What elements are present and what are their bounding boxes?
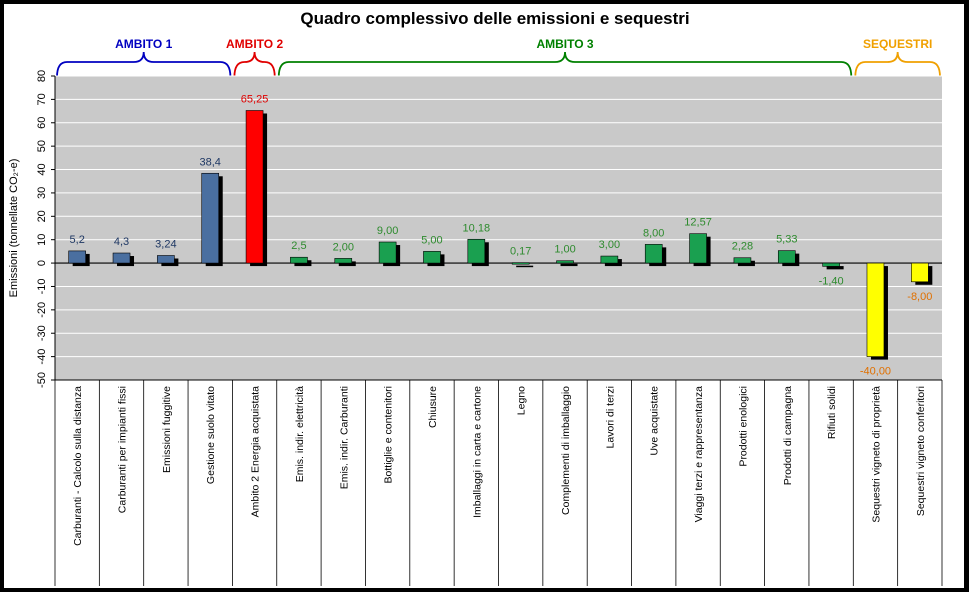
category-label: Prodotti di campagna <box>782 386 794 485</box>
bar <box>733 257 752 264</box>
category-label: Uve acquistate <box>649 386 661 456</box>
data-label: 2,5 <box>291 240 306 252</box>
bar-shadow <box>826 266 844 270</box>
data-label: 0,17 <box>510 246 531 258</box>
bar <box>600 255 619 264</box>
data-label: 4,3 <box>114 236 129 248</box>
data-label: 1,00 <box>554 244 575 256</box>
y-tick-label: 60 <box>36 117 48 129</box>
group-label: AMBITO 2 <box>226 37 283 51</box>
category-label: Imballaggi in carta e cartone <box>471 386 483 518</box>
data-label: 65,25 <box>241 93 269 105</box>
data-label: 10,18 <box>463 222 491 234</box>
category-label: Rifiuti solidi <box>826 386 838 439</box>
bar-shadow <box>338 261 356 267</box>
y-tick-label: -30 <box>36 325 48 341</box>
data-label: 9,00 <box>377 225 398 237</box>
bar <box>378 241 397 264</box>
bar <box>777 250 796 264</box>
plot-area <box>55 76 942 380</box>
y-axis-label: Emissioni (tonnellate CO₂-e) <box>8 159 20 298</box>
y-tick-label: 40 <box>36 163 48 175</box>
category-label: Sequestri vigneto di proprietà <box>870 386 882 523</box>
data-label: -1,40 <box>819 275 844 287</box>
category-label: Prodotti enologici <box>737 386 749 467</box>
category-label: Chiusure <box>427 386 439 428</box>
y-tick-label: 0 <box>36 260 48 266</box>
data-label: 2,28 <box>732 241 753 253</box>
bar-shadow <box>737 260 755 267</box>
data-label: 5,2 <box>70 234 85 246</box>
bar <box>556 260 574 264</box>
bar <box>511 262 530 265</box>
bar <box>689 233 707 264</box>
data-label: 5,00 <box>421 234 442 246</box>
y-tick-label: 30 <box>36 187 48 199</box>
data-label: 8,00 <box>643 227 664 239</box>
y-tick-label: 20 <box>36 210 48 222</box>
data-label: 3,00 <box>599 239 620 251</box>
group-brace <box>277 51 853 78</box>
group-brace <box>233 51 276 78</box>
data-label: 38,4 <box>200 156 221 168</box>
category-label: Emis. indir. Carburanti <box>338 386 350 489</box>
bar <box>423 251 441 264</box>
y-tick-label: -40 <box>36 349 48 365</box>
category-label: Viaggi terzi e rappresentanza <box>693 386 705 523</box>
data-label: -40,00 <box>860 366 891 378</box>
chart-frame: Quadro complessivo delle emissioni e seq… <box>4 4 964 588</box>
category-label: Carburanti per impianti fissi <box>117 386 129 513</box>
group-label: AMBITO 3 <box>536 37 593 51</box>
bar <box>866 262 885 357</box>
bar-shadow <box>560 263 578 267</box>
data-label: 3,24 <box>155 239 176 251</box>
bar-shadow <box>516 265 534 268</box>
category-label: Gestione suolo vitato <box>205 386 217 484</box>
bar <box>201 172 220 264</box>
bar <box>157 255 175 264</box>
y-tick-label: 80 <box>36 70 48 82</box>
bar <box>644 244 663 264</box>
bar <box>334 258 353 264</box>
bar <box>245 110 264 264</box>
y-tick-label: -20 <box>36 302 48 318</box>
data-label: -8,00 <box>907 291 932 303</box>
bar <box>822 262 840 267</box>
data-label: 2,00 <box>333 241 354 253</box>
data-label: 12,57 <box>684 217 712 229</box>
data-label: 5,33 <box>776 234 797 246</box>
category-label: Sequestri vigneto conferitori <box>915 386 927 516</box>
category-label: Lavori di terzi <box>604 386 616 448</box>
bar <box>112 252 131 264</box>
category-label: Complementi di imballaggio <box>560 386 572 515</box>
category-label: Bottiglie e contenitori <box>383 386 395 483</box>
bar <box>911 262 929 283</box>
y-tick-label: -10 <box>36 279 48 295</box>
category-label: Carburanti - Calcolo sulla distanza <box>72 386 84 546</box>
emissions-bar-chart: Quadro complessivo delle emissioni e seq… <box>8 9 943 586</box>
category-label: Legno <box>516 386 528 415</box>
category-label: Ambito 2 Energia acquistata <box>250 386 262 517</box>
bar <box>467 238 486 264</box>
y-tick-label: -50 <box>36 372 48 388</box>
bar <box>290 256 308 264</box>
y-tick-label: 70 <box>36 93 48 105</box>
bar <box>68 250 86 264</box>
group-brace <box>56 51 232 78</box>
chart-title: Quadro complessivo delle emissioni e seq… <box>300 9 689 28</box>
category-label: Emissioni fuggitive <box>161 386 173 473</box>
group-label: AMBITO 1 <box>115 37 172 51</box>
y-tick-label: 50 <box>36 140 48 152</box>
category-label: Emis. indir. elettricità <box>294 386 306 482</box>
y-tick-label: 10 <box>36 234 48 246</box>
group-label: SEQUESTRI <box>863 37 932 51</box>
group-brace <box>854 51 941 78</box>
